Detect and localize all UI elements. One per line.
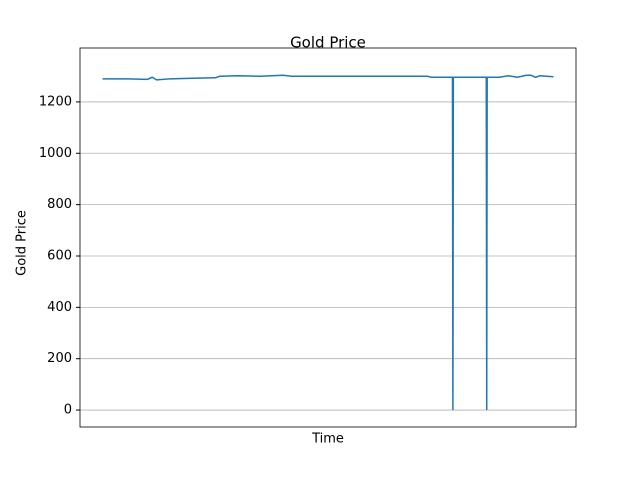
line [102,74,554,411]
y-tick-label: 0 [64,403,72,418]
x-axis-label: Time [311,432,344,447]
y-tick-label: 600 [47,248,72,263]
plot-frame [79,47,577,428]
y-tick-label: 1000 [39,146,72,161]
y-axis-label: Gold Price [15,210,30,276]
y-tick-label: 400 [47,300,72,315]
y-tick-label: 1200 [39,94,72,109]
chart-title: Gold Price [290,34,366,52]
y-tick-label: 800 [47,197,72,212]
y-tick-label: 200 [47,351,72,366]
